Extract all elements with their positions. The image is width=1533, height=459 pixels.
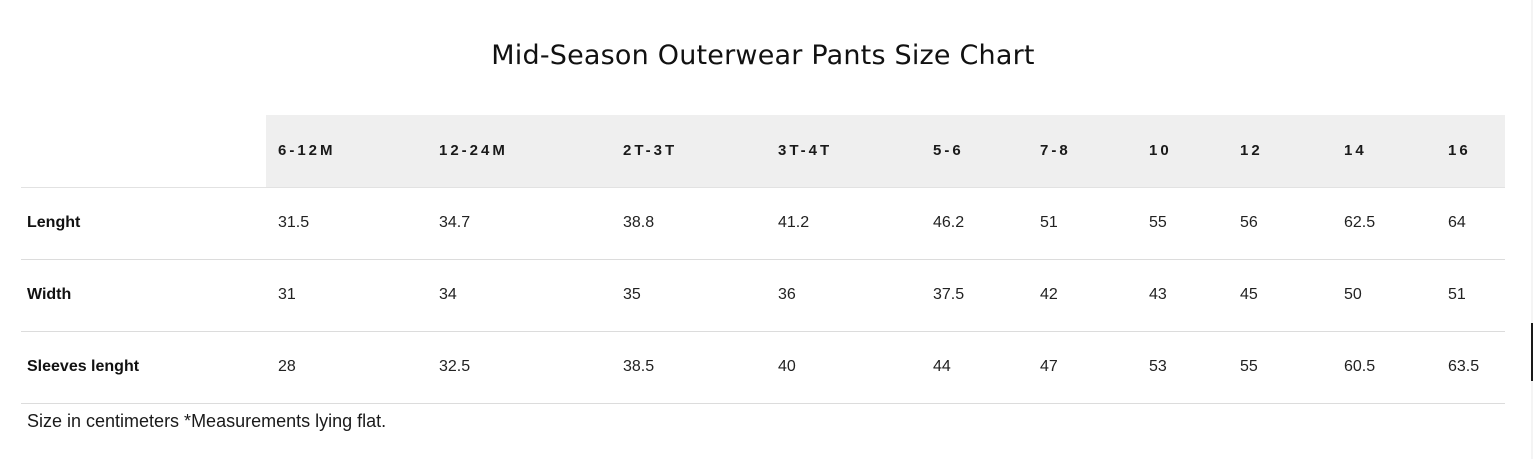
scrollbar-track[interactable] bbox=[1531, 0, 1533, 459]
table-cell: 36 bbox=[766, 259, 921, 332]
table-cell: 55 bbox=[1137, 187, 1228, 260]
header-size-16: 16 bbox=[1436, 115, 1505, 188]
header-size-5-6: 5-6 bbox=[921, 115, 1028, 188]
header-size-12: 12 bbox=[1228, 115, 1332, 188]
table-row-sleeves-length: Sleeves lenght 28 32.5 38.5 40 44 47 53 … bbox=[21, 331, 1505, 404]
table-cell: 37.5 bbox=[921, 259, 1028, 332]
table-cell: 63.5 bbox=[1436, 331, 1505, 404]
table-row-width: Width 31 34 35 36 37.5 42 43 45 50 51 bbox=[21, 259, 1505, 332]
table-cell: 42 bbox=[1028, 259, 1137, 332]
table-row-length: Lenght 31.5 34.7 38.8 41.2 46.2 51 55 56… bbox=[21, 187, 1505, 260]
header-corner-cell bbox=[21, 115, 266, 188]
table-cell: 31.5 bbox=[266, 187, 427, 260]
table-cell: 44 bbox=[921, 331, 1028, 404]
table-cell: 47 bbox=[1028, 331, 1137, 404]
table-cell: 28 bbox=[266, 331, 427, 404]
table-cell: 56 bbox=[1228, 187, 1332, 260]
header-size-3t-4t: 3T-4T bbox=[766, 115, 921, 188]
table-cell: 60.5 bbox=[1332, 331, 1436, 404]
table-cell: 55 bbox=[1228, 331, 1332, 404]
table-cell: 53 bbox=[1137, 331, 1228, 404]
table-cell: 46.2 bbox=[921, 187, 1028, 260]
table-cell: 34.7 bbox=[427, 187, 611, 260]
row-label: Lenght bbox=[21, 187, 266, 260]
table-cell: 64 bbox=[1436, 187, 1505, 260]
header-size-14: 14 bbox=[1332, 115, 1436, 188]
table-cell: 31 bbox=[266, 259, 427, 332]
header-size-12-24m: 12-24M bbox=[427, 115, 611, 188]
table-cell: 62.5 bbox=[1332, 187, 1436, 260]
table-cell: 40 bbox=[766, 331, 921, 404]
page-title: Mid-Season Outerwear Pants Size Chart bbox=[491, 40, 1035, 71]
header-size-10: 10 bbox=[1137, 115, 1228, 188]
table-cell: 32.5 bbox=[427, 331, 611, 404]
table-cell: 34 bbox=[427, 259, 611, 332]
table-cell: 45 bbox=[1228, 259, 1332, 332]
table-cell: 43 bbox=[1137, 259, 1228, 332]
table-cell: 50 bbox=[1332, 259, 1436, 332]
table-cell: 35 bbox=[611, 259, 766, 332]
scrollbar-thumb[interactable] bbox=[1531, 323, 1533, 381]
size-chart-table: 6-12M 12-24M 2T-3T 3T-4T 5-6 7-8 10 12 1… bbox=[21, 115, 1505, 404]
table-cell: 51 bbox=[1028, 187, 1137, 260]
table-cell: 41.2 bbox=[766, 187, 921, 260]
header-row: 6-12M 12-24M 2T-3T 3T-4T 5-6 7-8 10 12 1… bbox=[21, 115, 1505, 188]
footnote: Size in centimeters *Measurements lying … bbox=[27, 411, 387, 431]
table-cell: 51 bbox=[1436, 259, 1505, 332]
header-size-2t-3t: 2T-3T bbox=[611, 115, 766, 188]
row-label: Sleeves lenght bbox=[21, 331, 266, 404]
header-size-6-12m: 6-12M bbox=[266, 115, 427, 188]
header-size-7-8: 7-8 bbox=[1028, 115, 1137, 188]
table-cell: 38.5 bbox=[611, 331, 766, 404]
row-label: Width bbox=[21, 259, 266, 332]
table-cell: 38.8 bbox=[611, 187, 766, 260]
